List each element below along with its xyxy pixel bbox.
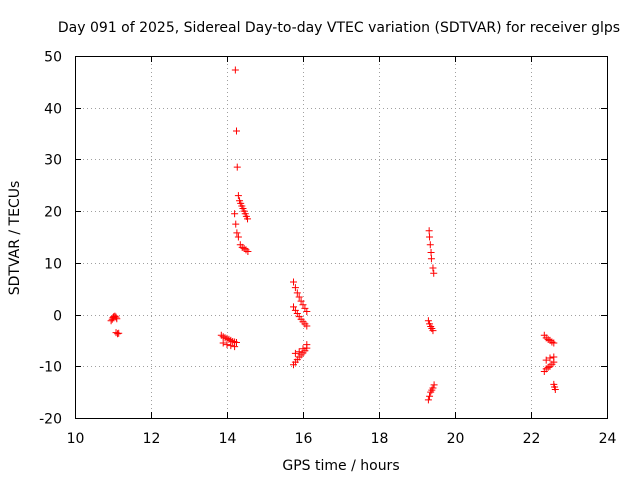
data-point	[301, 304, 309, 312]
y-tick-label: 30	[44, 153, 62, 169]
series-sat-n	[550, 380, 559, 394]
data-point	[219, 339, 227, 347]
x-tick-label: 12	[143, 431, 161, 447]
data-point	[303, 322, 311, 330]
data-point	[427, 255, 435, 263]
x-tick-label: 24	[599, 431, 617, 447]
series-sat-e	[231, 210, 252, 255]
data-point	[227, 342, 235, 350]
series-sat-a	[107, 312, 121, 325]
data-point	[112, 313, 120, 321]
series-sat-d	[231, 66, 252, 223]
data-point	[295, 293, 303, 301]
data-point	[291, 306, 299, 314]
series-sat-l	[540, 331, 558, 347]
series-sat-j	[424, 317, 437, 335]
data-point	[299, 345, 307, 353]
x-axis-ticks: 10 12 14 16 18 20 22 24	[67, 56, 617, 447]
y-axis-ticks: -20 -10 0 10 20 30 40 50	[39, 50, 607, 428]
y-tick-label: 40	[44, 102, 62, 118]
data-point	[233, 127, 240, 135]
data-point	[115, 329, 123, 337]
y-tick-label: 20	[44, 205, 62, 221]
grid-lines	[75, 56, 607, 418]
chart-title: Day 091 of 2025, Sidereal Day-to-day VTE…	[58, 20, 620, 36]
data-points	[107, 66, 559, 404]
data-point	[233, 163, 241, 171]
series-sat-i	[425, 227, 438, 277]
data-point	[544, 363, 552, 371]
data-point	[291, 284, 299, 292]
x-tick-label: 14	[219, 431, 237, 447]
data-point	[295, 348, 303, 356]
data-point	[425, 227, 433, 235]
data-point	[550, 339, 558, 347]
series-sat-c	[217, 331, 240, 351]
data-point	[427, 249, 435, 257]
series-sat-f	[290, 278, 311, 315]
data-point	[426, 241, 434, 249]
series-sat-b	[112, 329, 123, 338]
data-point	[233, 229, 241, 237]
data-point	[291, 349, 299, 357]
data-point	[542, 356, 550, 364]
data-point	[231, 210, 239, 218]
data-point	[429, 384, 437, 392]
data-point	[299, 301, 307, 309]
data-point	[244, 215, 252, 223]
y-tick-label: 50	[44, 50, 62, 66]
x-tick-label: 22	[523, 431, 541, 447]
data-point	[233, 338, 240, 346]
series-sat-h	[290, 341, 311, 369]
x-tick-label: 18	[371, 431, 389, 447]
data-point	[293, 289, 301, 297]
y-tick-label: -10	[39, 360, 62, 376]
series-sat-k	[424, 381, 438, 404]
data-point	[429, 264, 437, 272]
x-axis-label: GPS time / hours	[282, 458, 399, 474]
data-point	[426, 233, 434, 241]
data-point	[551, 386, 559, 394]
data-point	[290, 278, 297, 286]
data-point	[426, 392, 434, 400]
data-point	[550, 353, 558, 361]
data-point	[231, 66, 239, 74]
data-point	[234, 192, 242, 200]
data-point	[114, 330, 122, 338]
data-point	[424, 317, 432, 325]
data-point	[430, 381, 438, 389]
y-axis-label: SDTVAR / TECUs	[7, 181, 23, 296]
y-tick-label: 0	[53, 309, 62, 325]
data-point	[303, 341, 311, 349]
data-point	[231, 343, 239, 351]
data-point	[290, 303, 297, 311]
data-point	[424, 396, 432, 404]
series-sat-m	[540, 353, 558, 375]
x-tick-label: 16	[295, 431, 313, 447]
data-point	[244, 247, 252, 255]
data-point	[303, 307, 311, 315]
x-tick-label: 20	[447, 431, 465, 447]
data-point	[429, 327, 437, 335]
y-tick-label: -20	[39, 412, 62, 428]
plot-frame	[75, 56, 608, 419]
data-point	[297, 297, 305, 305]
data-point	[113, 315, 121, 323]
x-tick-label: 10	[67, 431, 85, 447]
data-point	[240, 244, 248, 252]
data-point	[232, 220, 240, 228]
data-point	[234, 233, 242, 241]
y-tick-label: 10	[44, 257, 62, 273]
data-point	[223, 341, 231, 349]
series-sat-g	[290, 303, 311, 330]
data-point	[430, 269, 438, 277]
data-point	[546, 354, 554, 362]
